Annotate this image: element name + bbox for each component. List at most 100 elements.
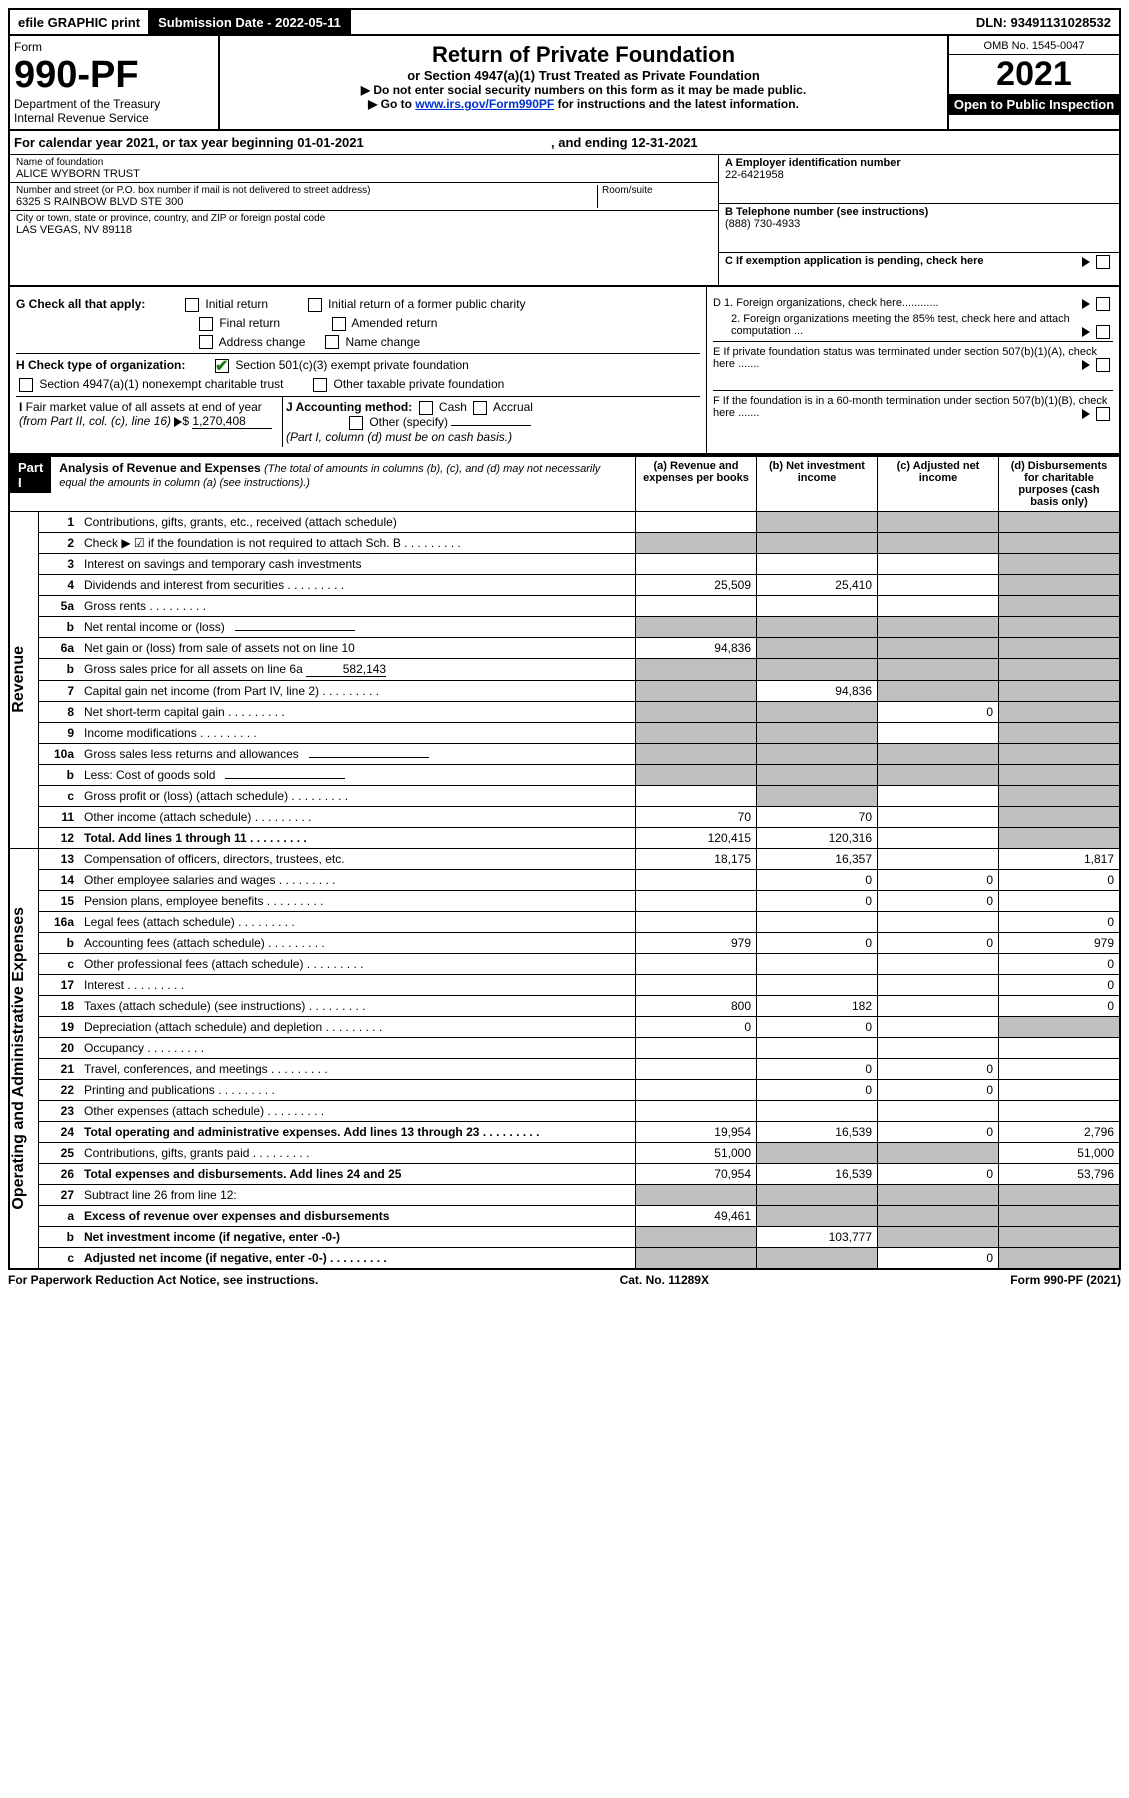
cell-col-d: 0 <box>999 953 1121 974</box>
cell-col-b <box>757 637 878 658</box>
e-checkbox[interactable] <box>1096 358 1110 372</box>
cell-col-c <box>878 1142 999 1163</box>
line-desc: Adjusted net income (if negative, enter … <box>79 1247 636 1269</box>
cell-col-d: 2,796 <box>999 1121 1121 1142</box>
table-row: 9Income modifications <box>9 722 1120 743</box>
cell-col-a <box>636 595 757 616</box>
cell-col-c <box>878 680 999 701</box>
cell-col-a: 19,954 <box>636 1121 757 1142</box>
part1-title: Analysis of Revenue and Expenses <box>59 461 260 475</box>
g-item-3: Initial return of a former public charit… <box>328 297 525 311</box>
cell-col-c <box>878 953 999 974</box>
cell-col-d: 979 <box>999 932 1121 953</box>
cell-col-d <box>999 1079 1121 1100</box>
line-desc: Contributions, gifts, grants paid <box>79 1142 636 1163</box>
4947a1-checkbox[interactable] <box>19 378 33 392</box>
amended-return-checkbox[interactable] <box>332 317 346 331</box>
c-checkbox[interactable] <box>1096 255 1110 269</box>
line-num: b <box>39 932 80 953</box>
accrual-checkbox[interactable] <box>473 401 487 415</box>
address-change-checkbox[interactable] <box>199 335 213 349</box>
line-num: b <box>39 616 80 637</box>
table-row: Operating and Administrative Expenses13C… <box>9 848 1120 869</box>
line-num: 7 <box>39 680 80 701</box>
cell-col-d <box>999 890 1121 911</box>
line-desc: Other expenses (attach schedule) <box>79 1100 636 1121</box>
info-grid: Name of foundation ALICE WYBORN TRUST Nu… <box>8 155 1121 287</box>
line-num: c <box>39 1247 80 1269</box>
name-change-checkbox[interactable] <box>325 335 339 349</box>
cell-col-d <box>999 1058 1121 1079</box>
cell-col-d: 0 <box>999 974 1121 995</box>
revenue-side-label: Revenue <box>10 646 28 713</box>
instr2-pre: ▶ Go to <box>368 97 415 111</box>
table-row: cGross profit or (loss) (attach schedule… <box>9 785 1120 806</box>
line-num: 26 <box>39 1163 80 1184</box>
line-num: 9 <box>39 722 80 743</box>
final-return-checkbox[interactable] <box>199 317 213 331</box>
cell-col-c: 0 <box>878 701 999 722</box>
cell-col-d <box>999 764 1121 785</box>
table-row: 4Dividends and interest from securities2… <box>9 574 1120 595</box>
table-row: 2Check ▶ ☑ if the foundation is not requ… <box>9 532 1120 553</box>
line-num: 5a <box>39 595 80 616</box>
cell-col-b <box>757 701 878 722</box>
cell-col-c: 0 <box>878 1079 999 1100</box>
line-num: 18 <box>39 995 80 1016</box>
line-desc: Total expenses and disbursements. Add li… <box>79 1163 636 1184</box>
cell-col-d <box>999 701 1121 722</box>
cell-col-d <box>999 680 1121 701</box>
501c3-checkbox[interactable] <box>215 359 229 373</box>
ein-box: A Employer identification number 22-6421… <box>719 155 1119 204</box>
line-desc: Other professional fees (attach schedule… <box>79 953 636 974</box>
table-row: 3Interest on savings and temporary cash … <box>9 553 1120 574</box>
cash-checkbox[interactable] <box>419 401 433 415</box>
initial-return-former-checkbox[interactable] <box>308 298 322 312</box>
cell-col-c <box>878 806 999 827</box>
cell-col-a: 94,836 <box>636 637 757 658</box>
f-checkbox[interactable] <box>1096 407 1110 421</box>
cell-col-a <box>636 869 757 890</box>
h-c3: Other taxable private foundation <box>334 377 505 391</box>
initial-return-checkbox[interactable] <box>185 298 199 312</box>
cell-col-c <box>878 827 999 848</box>
line-num: 25 <box>39 1142 80 1163</box>
cell-col-c <box>878 1226 999 1247</box>
efile-graphic-print[interactable]: efile GRAPHIC print <box>10 10 150 34</box>
cell-col-c <box>878 1205 999 1226</box>
cell-col-d <box>999 1016 1121 1037</box>
other-taxable-checkbox[interactable] <box>313 378 327 392</box>
line-num: 8 <box>39 701 80 722</box>
cell-col-b: 0 <box>757 1079 878 1100</box>
table-row: 19Depreciation (attach schedule) and dep… <box>9 1016 1120 1037</box>
form990pf-link[interactable]: www.irs.gov/Form990PF <box>415 97 554 111</box>
line-desc: Taxes (attach schedule) (see instruction… <box>79 995 636 1016</box>
arrow-icon <box>1082 409 1090 419</box>
cell-col-a <box>636 974 757 995</box>
cell-col-a: 25,509 <box>636 574 757 595</box>
cell-col-b <box>757 1142 878 1163</box>
j-label: J Accounting method: <box>286 400 412 414</box>
cell-col-d <box>999 1037 1121 1058</box>
d2-checkbox[interactable] <box>1096 325 1110 339</box>
d1-checkbox[interactable] <box>1096 297 1110 311</box>
line-desc: Compensation of officers, directors, tru… <box>79 848 636 869</box>
open-to-public: Open to Public Inspection <box>949 94 1119 115</box>
cell-col-d <box>999 1100 1121 1121</box>
cell-col-c <box>878 995 999 1016</box>
line-desc: Net investment income (if negative, ente… <box>79 1226 636 1247</box>
g-item-0: Initial return <box>205 297 268 311</box>
instr2-post: for instructions and the latest informat… <box>554 97 799 111</box>
cell-col-a: 800 <box>636 995 757 1016</box>
other-method-checkbox[interactable] <box>349 416 363 430</box>
table-row: bNet investment income (if negative, ent… <box>9 1226 1120 1247</box>
line-desc: Total. Add lines 1 through 11 <box>79 827 636 848</box>
cell-col-d <box>999 806 1121 827</box>
g-item-2: Address change <box>219 335 306 349</box>
cell-col-a <box>636 701 757 722</box>
table-row: 22Printing and publications00 <box>9 1079 1120 1100</box>
g-item-5: Name change <box>345 335 420 349</box>
city-label: City or town, state or province, country… <box>16 213 712 224</box>
cell-col-d <box>999 1184 1121 1205</box>
table-row: 21Travel, conferences, and meetings00 <box>9 1058 1120 1079</box>
